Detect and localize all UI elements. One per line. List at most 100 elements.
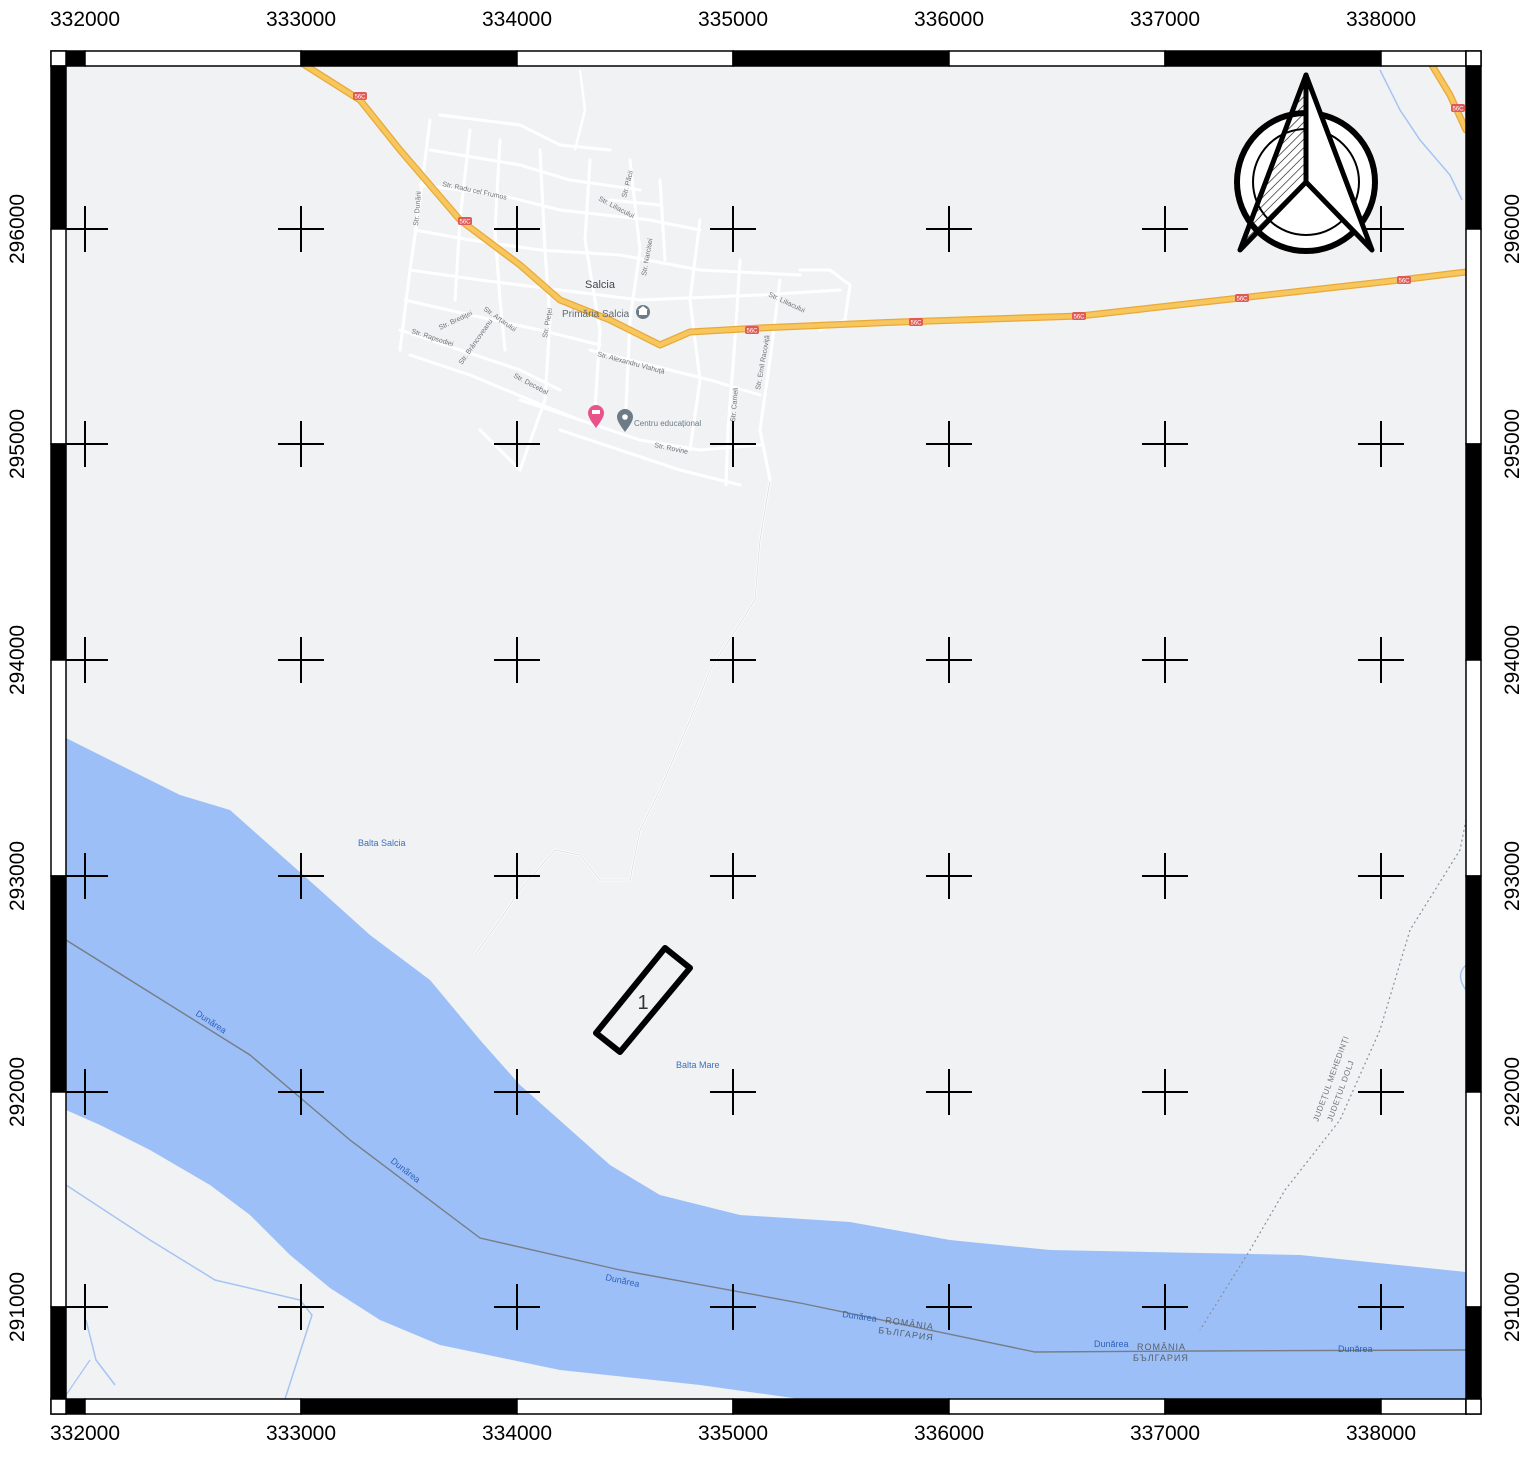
grid-cross	[710, 637, 756, 683]
y-coord-left: 294000	[6, 624, 29, 696]
lake-label-salcia: Balta Salcia	[358, 838, 406, 848]
frame-segment	[1465, 875, 1482, 1093]
frame-segment	[1465, 1306, 1482, 1400]
road-shield: 56C	[1072, 312, 1086, 321]
site-polygon-1[interactable]: 1	[593, 945, 693, 1055]
frame-segment	[84, 50, 302, 67]
y-coord-right: 295000	[1501, 408, 1524, 480]
y-coord-right: 292000	[1501, 1056, 1524, 1128]
grid-cross	[494, 1069, 540, 1115]
street-label: Str. Dunării	[413, 191, 423, 227]
grid-cross	[926, 853, 972, 899]
frame-segment	[84, 1398, 302, 1415]
grid-cross	[926, 206, 972, 252]
grid-cross	[278, 1069, 324, 1115]
frame-segment	[1380, 1398, 1467, 1415]
grid-cross	[66, 1069, 108, 1115]
stream	[85, 1319, 116, 1386]
map-body: 56C 56C 56C 56C 56C 56C 56C 56C Str. Rad…	[66, 66, 1466, 1399]
frame-segment	[1164, 1398, 1382, 1415]
poi-pin-icon	[617, 409, 633, 432]
grid-crosses	[66, 206, 1404, 1330]
country-border	[66, 939, 1466, 1353]
frame-segment	[1465, 443, 1482, 661]
river-label: Dunărea	[1094, 1339, 1129, 1349]
map-frame	[50, 50, 1482, 1415]
frame-segment	[732, 50, 950, 67]
svg-text:56C: 56C	[1452, 107, 1464, 113]
dirt-track-edge	[474, 479, 771, 956]
stream	[66, 1184, 313, 1399]
svg-text:56C: 56C	[1398, 279, 1410, 285]
hotel-pin-icon[interactable]	[588, 405, 604, 428]
grid-cross	[1142, 1284, 1188, 1330]
x-coord-top: 334000	[481, 8, 553, 31]
grid-cross	[278, 421, 324, 467]
grid-cross	[66, 1284, 108, 1330]
grid-cross	[1142, 1069, 1188, 1115]
x-coord-top: 338000	[1345, 8, 1417, 31]
town-hall-label: Primăria Salcia	[562, 309, 630, 320]
grid-cross	[710, 1069, 756, 1115]
grid-cross	[710, 206, 756, 252]
grid-cross	[1142, 206, 1188, 252]
danube-river	[66, 738, 1466, 1399]
x-coord-top: 337000	[1129, 8, 1201, 31]
frame-segment	[65, 50, 86, 67]
site-label: 1	[637, 992, 648, 1014]
frame-segment	[65, 1398, 86, 1415]
grid-cross	[1358, 637, 1404, 683]
road-shield: 56C	[745, 326, 759, 335]
frame-segment	[50, 1398, 67, 1415]
stream	[66, 1359, 91, 1396]
grid-cross	[926, 1284, 972, 1330]
country-label-bg: БЪЛГАРИЯ	[1133, 1353, 1189, 1363]
grid-cross	[1142, 421, 1188, 467]
track	[573, 69, 587, 151]
x-coord-top: 335000	[697, 8, 769, 31]
frame-segment	[1465, 1091, 1482, 1308]
frame-segment	[1465, 1398, 1482, 1415]
x-coord-bottom: 334000	[481, 1422, 553, 1445]
grid-cross	[494, 421, 540, 467]
x-coord-bottom: 332000	[49, 1422, 121, 1445]
country-label-ro: ROMÂNIA	[1137, 1342, 1186, 1352]
grid-cross	[926, 1069, 972, 1115]
grid-cross	[66, 853, 108, 899]
education-label: Centru educațional	[634, 419, 701, 428]
y-coord-right: 293000	[1501, 840, 1524, 912]
lake-label-mare: Balta Mare	[676, 1060, 720, 1070]
grid-cross	[494, 1284, 540, 1330]
y-coord-left: 292000	[6, 1056, 29, 1128]
x-coord-bottom: 337000	[1129, 1422, 1201, 1445]
frame-segment	[1164, 50, 1382, 67]
river-label: Dunărea	[842, 1309, 878, 1324]
grid-cross	[1358, 853, 1404, 899]
grid-cross	[66, 206, 108, 252]
town-hall-icon	[636, 305, 650, 319]
y-coord-left: 295000	[6, 408, 29, 480]
grid-cross	[1358, 1069, 1404, 1115]
frame-segment	[516, 1398, 734, 1415]
river-label: Dunărea	[1338, 1344, 1373, 1354]
svg-text:56C: 56C	[910, 321, 922, 327]
frame-segment	[50, 50, 67, 67]
grid-cross	[710, 853, 756, 899]
y-coord-left: 296000	[6, 193, 29, 265]
grid-cross	[1358, 1284, 1404, 1330]
frame-segment	[50, 65, 67, 230]
y-coord-right: 296000	[1501, 193, 1524, 265]
svg-text:56C: 56C	[746, 329, 758, 335]
svg-text:56C: 56C	[354, 95, 366, 101]
frame-segment	[948, 50, 1166, 67]
frame-segment	[50, 228, 67, 445]
education-poi[interactable]: Centru educațional	[617, 409, 701, 432]
frame-segment	[1465, 50, 1482, 67]
grid-cross	[66, 637, 108, 683]
town-hall-poi[interactable]: Primăria Salcia	[562, 305, 650, 320]
road-shield: 56C	[458, 217, 472, 226]
grid-cross	[1142, 853, 1188, 899]
svg-text:56C: 56C	[1073, 315, 1085, 321]
stream	[1379, 69, 1463, 201]
